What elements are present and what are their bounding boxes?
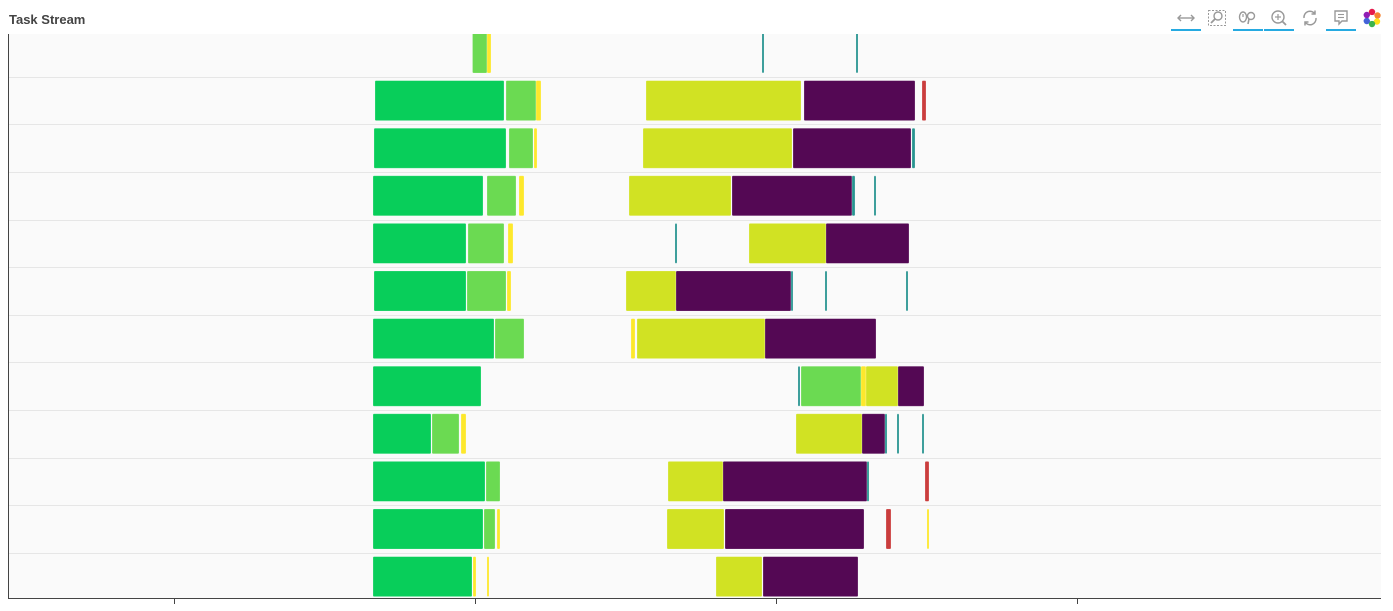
task-bar[interactable] bbox=[722, 461, 868, 502]
task-bar[interactable] bbox=[724, 508, 865, 550]
task-bar[interactable] bbox=[372, 413, 432, 455]
task-bar[interactable] bbox=[795, 413, 863, 455]
x-axis bbox=[8, 599, 1380, 611]
wheel-zoom-tool[interactable] bbox=[1233, 6, 1263, 31]
task-bar[interactable] bbox=[372, 461, 486, 502]
task-bar[interactable] bbox=[764, 318, 877, 359]
task-bar[interactable] bbox=[466, 270, 507, 312]
reset-tool[interactable] bbox=[1295, 6, 1325, 31]
task-bar[interactable] bbox=[667, 461, 724, 502]
task-bar[interactable] bbox=[486, 175, 517, 217]
x-axis-tick bbox=[174, 599, 175, 604]
task-bar[interactable] bbox=[674, 223, 678, 264]
x-axis-tick bbox=[475, 599, 476, 604]
task-bar[interactable] bbox=[506, 270, 512, 312]
task-bar[interactable] bbox=[373, 270, 467, 312]
task-bar[interactable] bbox=[861, 413, 886, 455]
xpan-tool[interactable] bbox=[1171, 6, 1201, 31]
task-bar[interactable] bbox=[790, 270, 794, 312]
task-bar[interactable] bbox=[628, 175, 732, 217]
task-bar[interactable] bbox=[467, 223, 505, 264]
reset-icon bbox=[1303, 10, 1317, 25]
bokeh-logo-icon bbox=[1363, 8, 1381, 27]
task-bar[interactable] bbox=[824, 270, 828, 312]
plot-toolbar bbox=[1170, 6, 1387, 34]
task-bar[interactable] bbox=[666, 508, 725, 550]
task-bar[interactable] bbox=[372, 175, 484, 217]
task-stream-canvas bbox=[9, 34, 1381, 597]
task-bar[interactable] bbox=[535, 80, 542, 121]
bokeh-logo[interactable] bbox=[1357, 6, 1387, 31]
task-bar[interactable] bbox=[472, 34, 488, 74]
task-bar[interactable] bbox=[885, 508, 892, 550]
task-bar[interactable] bbox=[797, 365, 801, 407]
task-stream-plot[interactable] bbox=[8, 34, 1381, 599]
task-bar[interactable] bbox=[372, 365, 482, 407]
task-bar[interactable] bbox=[748, 223, 827, 264]
task-bar[interactable] bbox=[372, 318, 495, 359]
task-bar[interactable] bbox=[860, 365, 867, 407]
task-bar[interactable] bbox=[642, 127, 793, 169]
task-bar[interactable] bbox=[485, 461, 501, 502]
task-bar[interactable] bbox=[494, 318, 525, 359]
task-bar[interactable] bbox=[460, 413, 467, 455]
task-bar[interactable] bbox=[792, 127, 912, 169]
task-bar[interactable] bbox=[855, 34, 859, 74]
task-bar[interactable] bbox=[372, 223, 467, 264]
task-bar[interactable] bbox=[803, 80, 916, 121]
task-bar[interactable] bbox=[507, 223, 514, 264]
task-bar[interactable] bbox=[625, 270, 677, 312]
task-bar[interactable] bbox=[675, 270, 792, 312]
task-bar[interactable] bbox=[731, 175, 853, 217]
task-bar[interactable] bbox=[630, 318, 636, 359]
task-bar[interactable] bbox=[636, 318, 766, 359]
task-bar[interactable] bbox=[905, 270, 909, 312]
task-bar[interactable] bbox=[897, 365, 925, 407]
task-bar[interactable] bbox=[472, 556, 477, 597]
task-bar[interactable] bbox=[761, 34, 765, 74]
task-bar[interactable] bbox=[921, 80, 927, 121]
page-title: Task Stream bbox=[9, 12, 86, 27]
task-bar[interactable] bbox=[486, 34, 492, 74]
task-bar[interactable] bbox=[825, 223, 910, 264]
task-bar[interactable] bbox=[483, 508, 496, 550]
box-zoom-tool[interactable] bbox=[1202, 6, 1232, 31]
hover-tooltip-icon bbox=[1334, 9, 1348, 26]
task-bar[interactable] bbox=[518, 175, 525, 217]
task-bar[interactable] bbox=[921, 413, 925, 455]
task-bar[interactable] bbox=[505, 80, 537, 121]
task-bar[interactable] bbox=[911, 127, 916, 169]
task-bar[interactable] bbox=[926, 508, 930, 550]
hover-tool[interactable] bbox=[1326, 6, 1356, 31]
zoom-in-tool[interactable] bbox=[1264, 6, 1294, 31]
task-bar[interactable] bbox=[924, 461, 930, 502]
task-bar[interactable] bbox=[533, 127, 538, 169]
box-zoom-icon bbox=[1208, 9, 1226, 26]
task-bar[interactable] bbox=[896, 413, 900, 455]
task-bar[interactable] bbox=[496, 508, 501, 550]
wheel-zoom-icon bbox=[1238, 10, 1256, 24]
task-bar[interactable] bbox=[372, 556, 473, 597]
task-bar[interactable] bbox=[762, 556, 859, 597]
task-bar[interactable] bbox=[645, 80, 802, 121]
task-bar[interactable] bbox=[866, 461, 870, 502]
task-bar[interactable] bbox=[851, 175, 856, 217]
x-pan-icon bbox=[1177, 14, 1195, 21]
x-axis-tick bbox=[776, 599, 777, 604]
task-bar[interactable] bbox=[374, 80, 505, 121]
task-bar[interactable] bbox=[372, 508, 484, 550]
task-bar[interactable] bbox=[873, 175, 877, 217]
task-bar[interactable] bbox=[508, 127, 534, 169]
x-axis-tick bbox=[1077, 599, 1078, 604]
task-bar[interactable] bbox=[431, 413, 460, 455]
zoom-in-icon bbox=[1271, 9, 1287, 26]
task-bar[interactable] bbox=[486, 556, 490, 597]
task-bar[interactable] bbox=[865, 365, 899, 407]
task-bar[interactable] bbox=[884, 413, 888, 455]
task-bar[interactable] bbox=[715, 556, 763, 597]
task-bar[interactable] bbox=[373, 127, 507, 169]
task-bar[interactable] bbox=[800, 365, 862, 407]
